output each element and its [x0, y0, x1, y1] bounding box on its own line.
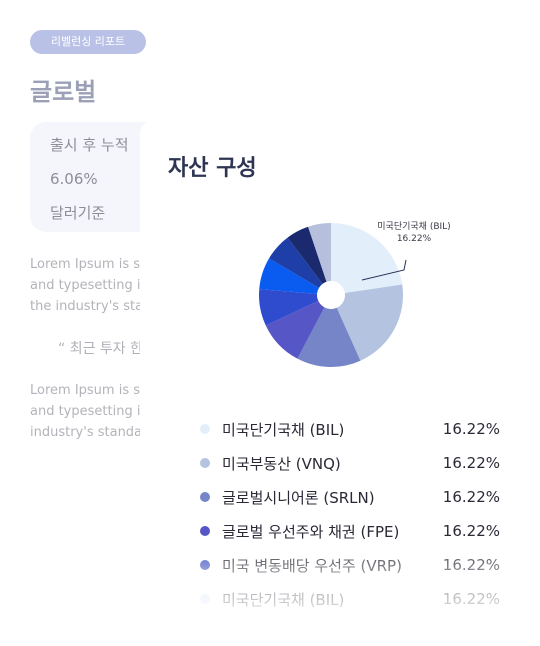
pie-slice-5 [259, 289, 319, 326]
legend-name: 글로벌 우선주와 채권 (FPE) [222, 522, 400, 541]
legend-item: 미국단기국채 (BIL) 16.22% [200, 582, 500, 616]
legend-name: 글로벌시니어론 (SRLN) [222, 488, 375, 507]
legend-dot [200, 424, 210, 434]
legend-item: 글로벌시니어론 (SRLN) 16.22% [200, 480, 500, 514]
asset-legend: 미국단기국채 (BIL) 16.22% 미국부동산 (VNQ) 16.22% 글… [200, 412, 500, 616]
legend-dot [200, 526, 210, 536]
pie-slice-2 [336, 284, 403, 361]
stat-currency: 달러기준 [50, 204, 106, 222]
report-title: 글로벌 [30, 78, 97, 106]
report-badge: 리벨런싱 리포트 [30, 30, 146, 54]
legend-value: 16.22% [442, 522, 500, 540]
paragraph-line: and typesetting i [30, 278, 140, 293]
legend-value: 16.22% [442, 488, 500, 506]
legend-dot [200, 594, 210, 604]
stat-value: 6.06% [50, 170, 98, 188]
paragraph-line: and typesetting i [30, 404, 140, 419]
pie-slice-8 [287, 226, 327, 284]
paragraph-line: the industry's sta [30, 299, 140, 314]
report-paragraph: Lorem Ipsum is si and typesetting i the … [30, 254, 140, 317]
legend-item: 미국부동산 (VNQ) 16.22% [200, 446, 500, 480]
legend-dot [200, 560, 210, 570]
pie-slice-6 [259, 258, 319, 294]
callout-value: 16.22% [396, 234, 432, 244]
report-quote: “ 최근 투자 한 [58, 341, 140, 357]
legend-item: 글로벌 우선주와 채권 (FPE) 16.22% [200, 514, 500, 548]
card-title: 자산 구성 [168, 156, 257, 181]
legend-name: 미국부동산 (VNQ) [222, 454, 341, 473]
legend-value: 16.22% [442, 556, 500, 574]
legend-dot [200, 492, 210, 502]
paragraph-line: industry's standa [30, 425, 140, 440]
paragraph-line: Lorem Ipsum is si [30, 257, 140, 272]
legend-item: 미국단기국채 (BIL) 16.22% [200, 412, 500, 446]
pie-callout: 미국단기국채 (BIL) 16.22% [366, 221, 462, 245]
legend-name: 미국 변동배당 우선주 (VRP) [222, 556, 402, 575]
legend-dot [200, 458, 210, 468]
legend-item: 미국 변동배당 우선주 (VRP) 16.22% [200, 548, 500, 582]
report-paragraph: Lorem Ipsum is si and typesetting i indu… [30, 380, 140, 443]
paragraph-line: Lorem Ipsum is si [30, 383, 140, 398]
legend-name: 미국단기국채 (BIL) [222, 420, 345, 439]
legend-value: 16.22% [442, 420, 500, 438]
pie-slice-4 [265, 300, 325, 359]
legend-value: 16.22% [442, 590, 500, 608]
asset-composition-card: 자산 구성 미국단기국채 (BIL) 16.22% 미국단기국채 (BIL) 1… [140, 120, 540, 646]
stat-label: 출시 후 누적 [50, 136, 129, 154]
pie-slice-3 [297, 307, 361, 367]
legend-name: 미국단기국채 (BIL) [222, 590, 345, 609]
pie-slice-9 [308, 223, 331, 282]
pie-slice-7 [269, 237, 323, 288]
legend-value: 16.22% [442, 454, 500, 472]
callout-name: 미국단기국채 (BIL) [377, 222, 451, 232]
